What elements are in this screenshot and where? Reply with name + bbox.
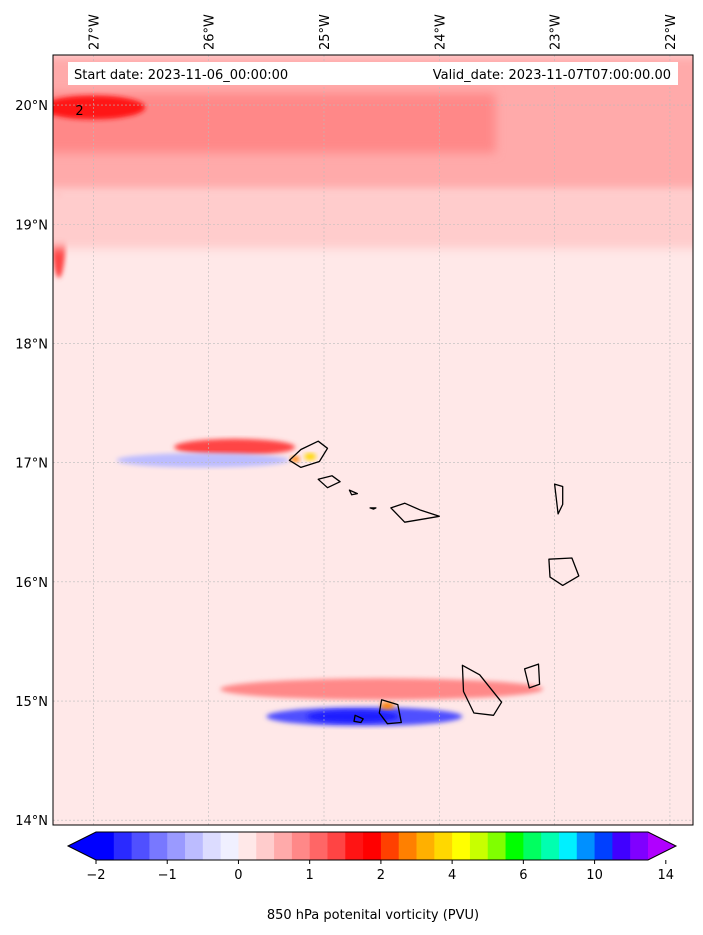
field-south-wake-positive [220, 678, 544, 700]
colorbar-segments [66, 831, 678, 861]
coastlines [288, 440, 580, 725]
field-south-wake-min [306, 710, 399, 723]
colorbar-extend-low [68, 832, 96, 860]
field-fogo-hotspot-yellow [304, 453, 316, 461]
contour-label: 2 [75, 104, 83, 119]
x-tick-label: 22°W [664, 14, 679, 50]
x-tick-label: 26°W [203, 14, 218, 50]
field-fogo-wake-negative [116, 453, 290, 468]
colorbar-segment [576, 832, 596, 860]
x-tick-label: 23°W [549, 14, 564, 50]
colorbar-segment [505, 832, 524, 860]
colorbar-segment [630, 832, 649, 860]
colorbar-segment [291, 832, 311, 860]
x-tick-label: 25°W [318, 14, 333, 50]
colorbar-segment [363, 832, 382, 860]
colorbar-ticks: −2 −1 0 1 2 4 6 10 14 [86, 860, 674, 883]
header-box [68, 62, 678, 85]
valid-date-label: Valid_date: 2023-11-07T07:00:00.00 [433, 68, 671, 83]
colorbar: −2 −1 0 1 2 4 6 10 14 850 hPa potenital vorticit… [66, 831, 678, 923]
island-boa-vista [548, 557, 580, 587]
colorbar-segment [612, 832, 631, 860]
colorbar-segment [380, 832, 400, 860]
island-sao-vicente [317, 475, 341, 489]
y-axis-ticks: 14°N 15°N 16°N 17°N 18°N 19°N 20°N [15, 99, 48, 829]
island-sao-nicolau [390, 502, 440, 523]
y-tick-label: 17°N [15, 457, 48, 472]
island-fogo [378, 699, 402, 725]
colorbar-tick-label: 0 [234, 868, 242, 883]
field-transition-band [53, 188, 693, 249]
colorbar-segment [238, 832, 257, 860]
colorbar-tick-label: −1 [158, 868, 177, 883]
y-tick-label: 15°N [15, 695, 48, 710]
colorbar-segment [345, 832, 364, 860]
colorbar-segment [96, 832, 115, 860]
contour-labels: 2 [75, 104, 83, 119]
colorbar-segment [113, 832, 133, 860]
field-south-hotspot-orange [380, 702, 395, 710]
x-axis-ticks: 27°W 26°W 25°W 24°W 23°W 22°W [87, 14, 679, 50]
colorbar-tick-label: −2 [86, 868, 105, 883]
island-santo-antao [288, 440, 329, 469]
map-frame [52, 54, 694, 826]
y-tick-label: 14°N [15, 814, 48, 829]
colorbar-tick-label: 6 [519, 868, 527, 883]
colorbar-segment [167, 832, 186, 860]
colorbar-segment [131, 832, 150, 860]
island-raso [369, 507, 377, 510]
colorbar-tick-label: 14 [658, 868, 675, 883]
colorbar-segment [256, 832, 275, 860]
colorbar-segment [594, 832, 613, 860]
island-brava [353, 714, 364, 724]
field-fogo-wake-positive [174, 438, 296, 456]
colorbar-segment [523, 832, 542, 860]
island-maio [523, 663, 541, 689]
y-tick-label: 20°N [15, 99, 48, 114]
colorbar-label: 850 hPa potenital vorticity (PVU) [267, 908, 479, 923]
y-tick-label: 18°N [15, 337, 48, 352]
graticule [53, 55, 693, 825]
field-northwest-peak [53, 95, 146, 120]
colorbar-segment [220, 832, 239, 860]
colorbar-segment [541, 832, 560, 860]
x-tick-label: 27°W [87, 14, 102, 50]
y-tick-label: 16°N [15, 576, 48, 591]
colorbar-extend-high [648, 832, 676, 860]
colorbar-tick-label: 10 [586, 868, 603, 883]
island-sal [553, 483, 564, 515]
island-santiago [461, 664, 503, 716]
colorbar-segment [274, 832, 293, 860]
colorbar-segment [185, 832, 204, 860]
colorbar-segment [416, 832, 435, 860]
map-panel: 2 Start date: 2023-11-06_00:00:00 Valid_… [52, 54, 694, 826]
colorbar-tick-label: 2 [377, 868, 385, 883]
colorbar-segment [327, 832, 346, 860]
colorbar-segment [202, 832, 222, 860]
start-date-label: Start date: 2023-11-06_00:00:00 [74, 68, 288, 83]
colorbar-segment [487, 832, 507, 860]
colorbar-segment [149, 832, 168, 860]
y-tick-label: 19°N [15, 218, 48, 233]
colorbar-segment [434, 832, 453, 860]
colorbar-segment [309, 832, 328, 860]
colorbar-tick-label: 1 [306, 868, 314, 883]
colorbar-segment [452, 832, 471, 860]
colorbar-segment [469, 832, 489, 860]
colorbar-tick-label: 4 [448, 868, 456, 883]
colorbar-segment [558, 832, 578, 860]
island-santa-luzia [348, 489, 359, 496]
x-tick-label: 24°W [433, 14, 448, 50]
colorbar-segment [398, 832, 418, 860]
